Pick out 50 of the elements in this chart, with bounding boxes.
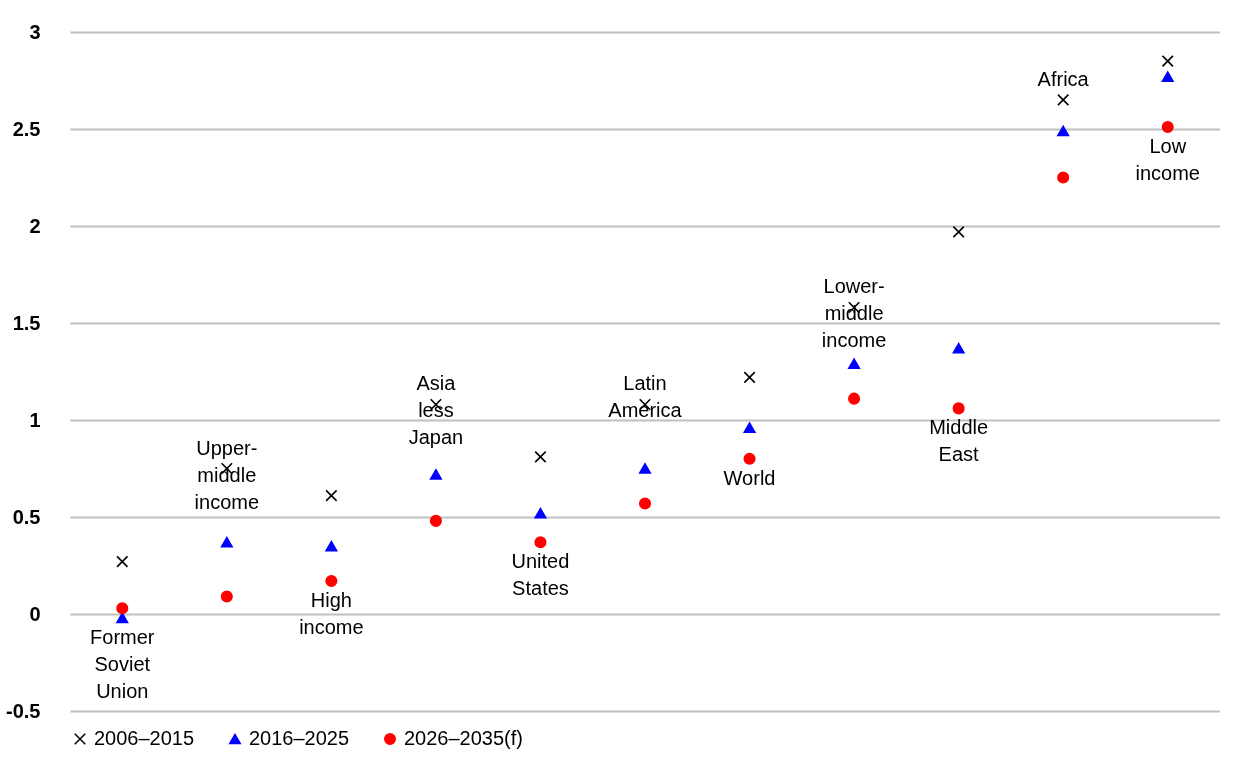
point xyxy=(848,358,861,370)
x-tick-label: Africa xyxy=(1037,67,1090,90)
y-tick-label: 0.5 xyxy=(12,505,41,528)
point xyxy=(325,574,338,588)
y-tick-label: 0 xyxy=(29,602,41,625)
point xyxy=(325,489,338,502)
point xyxy=(1057,93,1070,106)
point xyxy=(1161,55,1174,68)
x-tick-label: Former Soviet Union xyxy=(90,625,155,702)
point xyxy=(534,536,547,549)
y-tick-label: 1.5 xyxy=(12,311,41,334)
y-tick-label: -0.5 xyxy=(6,699,41,722)
x-tick-label: Asia less Japan xyxy=(408,372,464,449)
point xyxy=(220,590,233,603)
x-tick-label: Low income xyxy=(1135,135,1200,185)
point xyxy=(116,555,129,568)
point xyxy=(429,468,442,480)
point xyxy=(952,342,965,354)
point xyxy=(848,392,861,405)
point xyxy=(743,371,756,384)
point xyxy=(534,507,547,519)
x-tick-label: Middle East xyxy=(929,416,989,466)
legend-label: 2006–2015 xyxy=(94,727,195,749)
x-tick-label: Lower-middle income xyxy=(821,275,887,352)
y-tick-label: 2.5 xyxy=(12,117,41,140)
x-tick-label: Upper-middle income xyxy=(194,436,260,513)
point xyxy=(220,536,233,548)
y-tick-label: 3 xyxy=(29,20,41,43)
point xyxy=(534,450,547,463)
y-tick-label: 2 xyxy=(29,214,41,237)
x-tick-label: United States xyxy=(511,550,570,600)
x-tick-label: World xyxy=(723,466,776,489)
point xyxy=(1057,125,1070,137)
point xyxy=(952,402,965,415)
point xyxy=(1057,171,1070,184)
y-tick-label: 1 xyxy=(29,408,41,431)
point xyxy=(638,497,652,510)
legend-label: 2016–2025 xyxy=(249,727,350,749)
point xyxy=(429,514,442,527)
point xyxy=(116,602,129,615)
x-tick-label: High income xyxy=(299,589,364,639)
point xyxy=(743,422,756,434)
point xyxy=(1161,71,1174,82)
point xyxy=(638,463,652,474)
point xyxy=(952,225,965,238)
point xyxy=(1161,121,1174,134)
x-tick-label: Latin America xyxy=(608,372,683,422)
legend-label: 2026–2035(f) xyxy=(404,727,523,749)
point xyxy=(743,452,756,465)
point xyxy=(325,540,338,552)
